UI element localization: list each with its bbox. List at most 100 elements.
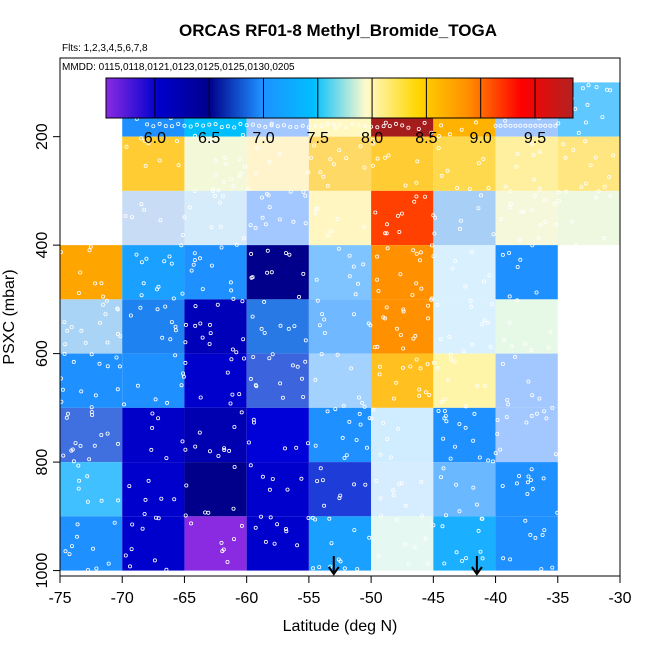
heatmap-cell <box>122 462 185 517</box>
sample-point <box>242 164 247 169</box>
sample-point <box>165 400 170 405</box>
sample-point <box>542 409 547 414</box>
heatmap-cell <box>433 245 496 300</box>
sample-point <box>431 254 436 259</box>
sample-point <box>335 352 340 357</box>
sample-point <box>457 421 462 426</box>
sample-point <box>78 270 83 275</box>
sample-point <box>295 543 300 548</box>
sample-points <box>58 80 616 573</box>
sample-point <box>160 335 165 340</box>
sample-point <box>580 86 585 91</box>
heatmap-cell <box>371 299 434 354</box>
sample-point <box>192 251 197 256</box>
sample-point <box>532 177 537 182</box>
mmdd-label: MMDD: 0115,0118,0121,0123,0125,0125,0130… <box>62 62 295 73</box>
sample-point <box>129 547 134 552</box>
sample-point <box>506 250 511 255</box>
chart-title: ORCAS RF01-8 Methyl_Bromide_TOGA <box>179 21 497 40</box>
sample-point <box>231 537 236 542</box>
sample-point <box>519 209 524 214</box>
y-axis-label: PSXC (mbar) <box>1 269 18 364</box>
sample-point <box>229 177 234 182</box>
sample-point <box>225 560 230 565</box>
colorbar-tick-label: 8.0 <box>361 130 383 147</box>
sample-point <box>454 482 459 487</box>
sample-point <box>495 417 500 422</box>
sample-point <box>322 503 327 508</box>
sample-point <box>532 193 537 198</box>
sample-point <box>358 422 363 427</box>
sample-point <box>182 215 187 220</box>
heatmap-cell <box>308 353 372 408</box>
sample-point <box>232 464 237 469</box>
sample-point <box>277 151 282 156</box>
heatmap-cell <box>122 516 185 571</box>
sample-point <box>401 309 406 314</box>
sample-point <box>400 123 405 128</box>
sample-point <box>328 157 333 162</box>
sample-point <box>500 252 505 257</box>
sample-point <box>262 299 267 304</box>
sample-point <box>531 152 536 157</box>
sample-point <box>414 251 419 256</box>
sample-point <box>482 279 487 284</box>
sample-point <box>174 139 179 144</box>
sample-point <box>306 170 311 175</box>
sample-point <box>143 163 148 168</box>
sample-point <box>269 270 274 275</box>
heatmap-cell <box>60 245 123 300</box>
sample-point <box>542 528 547 533</box>
sample-point <box>498 123 503 128</box>
sample-point <box>383 120 388 125</box>
sample-point <box>200 287 205 292</box>
sample-point <box>538 223 543 228</box>
sample-point <box>362 123 367 128</box>
sample-point <box>452 444 457 449</box>
sample-point <box>423 390 428 395</box>
sample-point <box>313 443 318 448</box>
sample-point <box>272 541 277 546</box>
x-tick-label: -60 <box>235 590 258 607</box>
sample-point <box>439 400 444 405</box>
sample-point <box>530 243 535 248</box>
sample-point <box>438 337 443 342</box>
sample-point <box>333 407 338 412</box>
sample-point <box>116 441 121 446</box>
sample-point <box>538 123 543 128</box>
sample-point <box>425 362 430 367</box>
sample-point <box>399 211 404 216</box>
heatmap-cell <box>371 245 434 300</box>
sample-point <box>194 122 199 127</box>
sample-point <box>375 277 380 282</box>
sample-point <box>377 372 382 377</box>
sample-point <box>303 193 308 198</box>
sample-point <box>246 440 251 445</box>
sample-point <box>181 374 186 379</box>
sample-point <box>517 237 522 242</box>
sample-point <box>287 252 292 257</box>
sample-point <box>85 499 90 504</box>
sample-point <box>105 340 110 345</box>
sample-point <box>418 366 423 371</box>
y-axis: 200 400 600 800 1000 <box>34 123 60 588</box>
heatmap-cell <box>371 516 434 571</box>
sample-point <box>101 294 106 299</box>
sample-point <box>376 553 381 558</box>
sample-point <box>76 463 81 468</box>
heatmap-cell <box>246 190 309 246</box>
sample-point <box>583 120 588 125</box>
sample-point <box>397 481 402 486</box>
sample-point <box>263 124 268 129</box>
sample-point <box>426 303 431 308</box>
sample-point <box>533 123 538 128</box>
sample-point <box>172 497 177 502</box>
sample-point <box>67 552 72 557</box>
sample-point <box>315 298 320 303</box>
sample-point <box>467 186 472 191</box>
sample-point <box>431 523 436 528</box>
sample-point <box>537 149 542 154</box>
sample-point <box>299 476 304 481</box>
sample-point <box>317 323 322 328</box>
sample-point <box>433 215 438 220</box>
